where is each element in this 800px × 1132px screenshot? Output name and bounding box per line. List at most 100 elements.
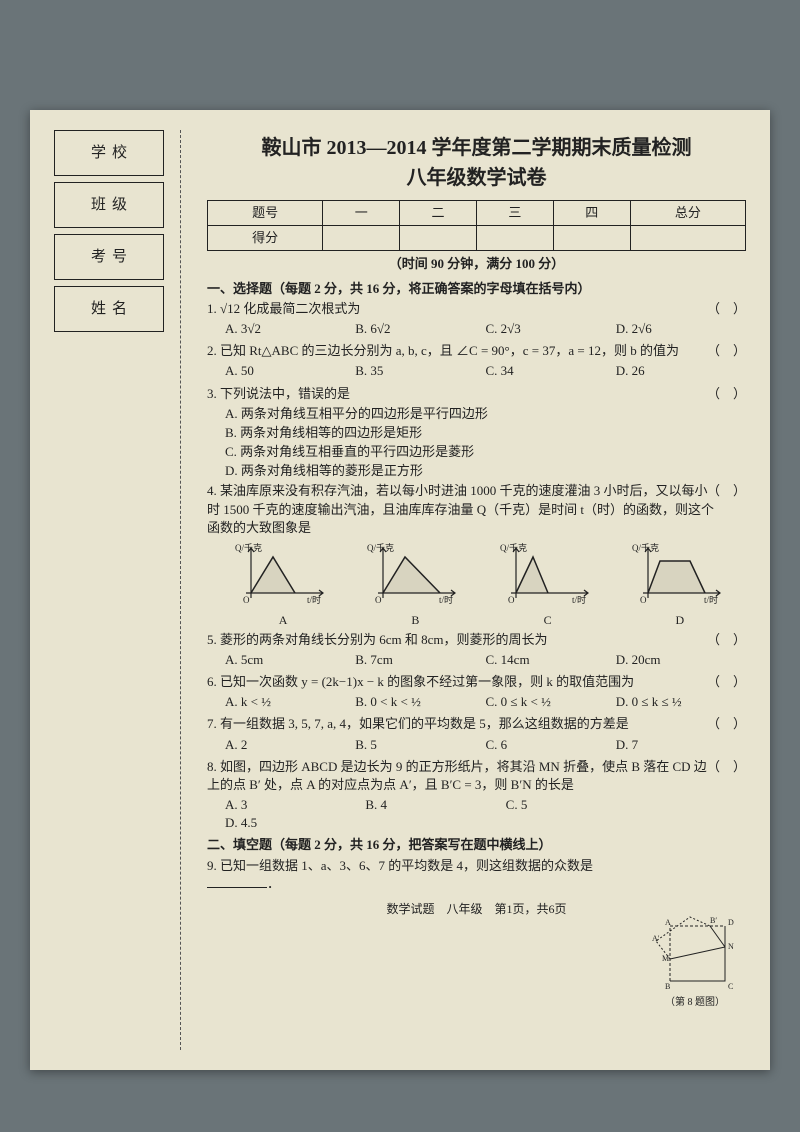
question-6-options: A. k < ½ B. 0 < k < ½ C. 0 ≤ k < ½ D. 0 …	[225, 693, 746, 711]
option: B. 4	[365, 796, 505, 814]
score-header-cell: 题号	[208, 201, 323, 226]
section-2-heading: 二、填空题（每题 2 分，共 16 分，把答案写在题中横线上）	[207, 836, 746, 854]
chart-A: Q/千克 O t/时 A	[233, 543, 333, 629]
score-cell	[553, 226, 630, 251]
table-row: 题号 一 二 三 四 总分	[208, 201, 746, 226]
svg-text:O: O	[375, 595, 382, 605]
question-stem: 6. 已知一次函数 y = (2k−1)x − k 的图象不经过第一象限，则 k…	[207, 674, 634, 689]
score-header-cell: 三	[476, 201, 553, 226]
svg-text:M: M	[662, 954, 669, 963]
score-header-cell: 四	[553, 201, 630, 226]
option: B. 0 < k < ½	[355, 693, 485, 711]
option: A. 5cm	[225, 651, 355, 669]
answer-paren: （ ）	[707, 758, 746, 776]
svg-text:t/时: t/时	[704, 594, 718, 605]
question-9: 9. 已知一组数据 1、a、3、6、7 的平均数是 4，则这组数据的众数是 ．	[207, 857, 746, 893]
score-row-label: 得分	[208, 226, 323, 251]
question-stem: 7. 有一组数据 3, 5, 7, a, 4，如果它们的平均数是 5，那么这组数…	[207, 716, 629, 731]
option: D. 2√6	[616, 320, 746, 338]
question-4-charts: Q/千克 O t/时 A Q/千克	[217, 543, 746, 629]
option: C. 5	[506, 796, 646, 814]
option: B. 6√2	[355, 320, 485, 338]
svg-text:A′: A′	[652, 934, 660, 943]
exam-title-main: 鞍山市 2013—2014 学年度第二学期期末质量检测	[207, 134, 746, 162]
svg-text:C: C	[728, 982, 733, 991]
score-table: 题号 一 二 三 四 总分 得分	[207, 200, 746, 251]
svg-text:D: D	[728, 918, 734, 927]
top-strip: 学校 班级 考号 姓名 鞍山市 2013—2014 学年度第二学期期末质量检测 …	[54, 130, 746, 1050]
score-cell	[323, 226, 400, 251]
exam-title-sub: 八年级数学试卷	[207, 164, 746, 192]
question-stem: 1. √12 化成最简二次根式为	[207, 301, 360, 316]
question-3: 3. 下列说法中，错误的是 （ ）	[207, 385, 746, 403]
chart-label: C	[498, 612, 598, 629]
question-1: 1. √12 化成最简二次根式为 （ ）	[207, 300, 746, 318]
option: D. 26	[616, 362, 746, 380]
exam-id-box: 考号	[54, 234, 164, 280]
answer-paren: （ ）	[707, 631, 746, 649]
main-content: 鞍山市 2013—2014 学年度第二学期期末质量检测 八年级数学试卷 题号 一…	[201, 130, 746, 918]
option: C. 2√3	[486, 320, 616, 338]
option: A. 50	[225, 362, 355, 380]
duration-label: （时间 90 分钟，满分 100 分）	[207, 255, 746, 273]
answer-paren: （ ）	[707, 715, 746, 733]
student-info-column: 学校 班级 考号 姓名	[54, 130, 164, 338]
question-5-options: A. 5cm B. 7cm C. 14cm D. 20cm	[225, 651, 746, 669]
answer-paren: （ ）	[707, 673, 746, 691]
table-row: 得分	[208, 226, 746, 251]
chart-C: Q/千克 O t/时 C	[498, 543, 598, 629]
option: C. 34	[486, 362, 616, 380]
option: D. 0 ≤ k ≤ ½	[616, 693, 746, 711]
chart-B: Q/千克 O t/时 B	[365, 543, 465, 629]
svg-text:O: O	[640, 595, 647, 605]
option: A. k < ½	[225, 693, 355, 711]
question-stem: 4. 某油库原来没有积存汽油，若以每小时进油 1000 千克的速度灌油 3 小时…	[207, 483, 714, 534]
option: B. 35	[355, 362, 485, 380]
question-5: 5. 菱形的两条对角线长分别为 6cm 和 8cm，则菱形的周长为 （ ）	[207, 631, 746, 649]
chart-label: D	[630, 612, 730, 629]
question-2: 2. 已知 Rt△ABC 的三边长分别为 a, b, c，且 ∠C = 90°，…	[207, 342, 746, 360]
svg-text:B: B	[665, 982, 670, 991]
class-box: 班级	[54, 182, 164, 228]
question-stem: 9. 已知一组数据 1、a、3、6、7 的平均数是 4，则这组数据的众数是	[207, 858, 593, 873]
option: C. 两条对角线互相垂直的平行四边形是菱形	[225, 443, 746, 461]
option: D. 4.5	[225, 814, 646, 832]
option: B. 两条对角线相等的四边形是矩形	[225, 424, 746, 442]
answer-paren: （ ）	[707, 482, 746, 500]
option: D. 7	[616, 736, 746, 754]
exam-page: 学校 班级 考号 姓名 鞍山市 2013—2014 学年度第二学期期末质量检测 …	[30, 110, 770, 1070]
school-box: 学校	[54, 130, 164, 176]
fill-blank	[207, 875, 267, 888]
svg-text:A: A	[665, 918, 671, 927]
question-4: 4. 某油库原来没有积存汽油，若以每小时进油 1000 千克的速度灌油 3 小时…	[207, 482, 746, 537]
score-cell	[630, 226, 745, 251]
option: C. 6	[486, 736, 616, 754]
option: C. 0 ≤ k < ½	[486, 693, 616, 711]
question-stem: 3. 下列说法中，错误的是	[207, 386, 350, 401]
score-cell	[476, 226, 553, 251]
option: B. 7cm	[355, 651, 485, 669]
question-stem: 8. 如图，四边形 ABCD 是边长为 9 的正方形纸片，将其沿 MN 折叠，使…	[207, 759, 707, 792]
chart-D: Q/千克 O t/时 D	[630, 543, 730, 629]
score-header-cell: 总分	[630, 201, 745, 226]
section-1-heading: 一、选择题（每题 2 分，共 16 分，将正确答案的字母填在括号内）	[207, 280, 746, 298]
answer-paren: （ ）	[707, 342, 746, 360]
question-8-figure: AD BC MN B′A′ （第 8 题图）	[650, 911, 740, 1010]
chart-label: B	[365, 612, 465, 629]
question-stem: 5. 菱形的两条对角线长分别为 6cm 和 8cm，则菱形的周长为	[207, 632, 548, 647]
score-header-cell: 一	[323, 201, 400, 226]
question-8: 8. 如图，四边形 ABCD 是边长为 9 的正方形纸片，将其沿 MN 折叠，使…	[207, 758, 746, 794]
option: C. 14cm	[486, 651, 616, 669]
option: A. 两条对角线互相平分的四边形是平行四边形	[225, 405, 746, 423]
option: A. 2	[225, 736, 355, 754]
answer-paren: （ ）	[707, 385, 746, 403]
score-cell	[400, 226, 477, 251]
question-7: 7. 有一组数据 3, 5, 7, a, 4，如果它们的平均数是 5，那么这组数…	[207, 715, 746, 733]
question-stem: 2. 已知 Rt△ABC 的三边长分别为 a, b, c，且 ∠C = 90°，…	[207, 343, 679, 358]
option: A. 3√2	[225, 320, 355, 338]
question-6: 6. 已知一次函数 y = (2k−1)x − k 的图象不经过第一象限，则 k…	[207, 673, 746, 691]
score-header-cell: 二	[400, 201, 477, 226]
question-2-options: A. 50 B. 35 C. 34 D. 26	[225, 362, 746, 380]
svg-text:N: N	[728, 942, 734, 951]
svg-text:O: O	[508, 595, 515, 605]
